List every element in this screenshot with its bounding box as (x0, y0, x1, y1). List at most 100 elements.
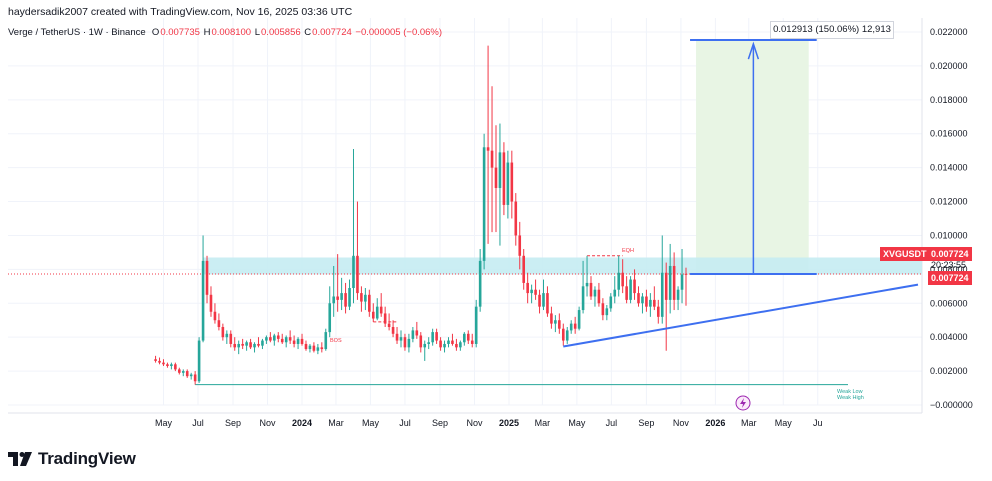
candle-body (668, 265, 672, 300)
candle-body (371, 311, 375, 319)
candle-body (213, 311, 217, 321)
ascending-trendline[interactable] (563, 283, 919, 348)
candle-body (589, 282, 593, 297)
open-value: 0.007735 (160, 27, 200, 38)
candle-body (447, 340, 450, 344)
candle-body (502, 152, 506, 205)
tradingview-wordmark: TradingView (38, 449, 136, 468)
candle-body (336, 296, 339, 300)
candle-body (653, 299, 656, 307)
y-tick-label: 0.004000 (930, 332, 968, 342)
x-tick-label: Mar (535, 418, 551, 428)
candle-body (530, 289, 533, 294)
y-tick-label: 0.012000 (930, 197, 968, 207)
candle-body (474, 306, 478, 344)
candle-body (280, 338, 284, 343)
candle-body (569, 323, 573, 331)
weak-high-label: Weak High (837, 395, 864, 401)
candle-body (296, 338, 300, 344)
candle-body (197, 340, 201, 382)
candle-body (466, 333, 470, 341)
x-tick-label: Sep (638, 418, 654, 428)
candle-body (470, 340, 474, 344)
y-tick-label: 0.008000 (930, 264, 968, 274)
candle-body (601, 303, 605, 316)
lightning-glyph (740, 398, 746, 408)
candle-body (641, 296, 644, 304)
candle-body (316, 347, 320, 351)
candle-body (526, 282, 529, 294)
candle-body (490, 150, 494, 168)
change-value: −0.000005 (−0.06%) (355, 27, 443, 38)
tradingview-logo-icon (8, 452, 32, 466)
x-tick-label: 2026 (705, 418, 725, 428)
y-tick-label: 0.018000 (930, 95, 968, 105)
candle-body (522, 255, 526, 283)
candle-body (276, 335, 280, 339)
candle-body (498, 152, 502, 188)
candle-body (565, 330, 569, 341)
measure-fill (696, 39, 809, 274)
candle-body (617, 272, 621, 290)
candle-body (486, 147, 490, 151)
x-tick-label: May (775, 418, 793, 428)
low-value: 0.005856 (261, 27, 301, 38)
candle-body (221, 327, 225, 338)
candle-body (684, 273, 688, 275)
candle-body (292, 340, 296, 344)
x-tick-label: 2024 (292, 418, 312, 428)
candle-body (494, 167, 498, 188)
candle-body (288, 337, 292, 341)
candle-body (672, 265, 676, 300)
candle-body (451, 340, 454, 344)
candle-body (506, 162, 510, 205)
candle-body (249, 342, 252, 348)
close-value: 0.007724 (312, 27, 352, 38)
candle-body (158, 360, 161, 363)
candle-body (482, 147, 486, 261)
candle-body (439, 340, 442, 348)
x-tick-label: Nov (260, 418, 277, 428)
x-tick-label: Ju (813, 418, 823, 428)
candle-body (273, 335, 276, 341)
bos-label: BOS (330, 338, 342, 344)
high-value: 0.008100 (211, 27, 252, 38)
measure-label[interactable]: 0.012913 (150.06%) 12,913 (770, 21, 894, 39)
candle-body (154, 359, 157, 361)
eqh-label: EQH (622, 248, 634, 254)
candle-body (423, 343, 427, 348)
candle-body (189, 374, 193, 377)
candle-body (387, 323, 391, 328)
candle-body (605, 308, 609, 316)
x-tick-label: Sep (225, 418, 241, 428)
x-tick-label: Mar (741, 418, 757, 428)
candle-body (284, 337, 288, 343)
weak-low-label: Weak Low (837, 389, 863, 395)
candle-body (269, 337, 272, 341)
candle-body (178, 369, 181, 373)
y-tick-label: 0.006000 (930, 298, 968, 308)
candle-body (510, 162, 514, 202)
candle-body (415, 330, 419, 336)
candle-body (261, 340, 264, 346)
candle-body (561, 328, 565, 341)
x-tick-label: Jul (399, 418, 411, 428)
x-tick-label: Jul (606, 418, 618, 428)
candle-body (538, 294, 541, 307)
candle-body (356, 255, 359, 294)
candle-body (419, 335, 423, 348)
candle-body (573, 323, 577, 329)
symbol-legend: Verge / TetherUS · 1W · Binance O0.00773… (8, 27, 443, 38)
candle-body (237, 343, 240, 348)
candle-body (181, 371, 185, 373)
candle-body (478, 260, 482, 307)
y-tick-label: 0.016000 (930, 129, 968, 139)
tradingview-logo[interactable]: TradingView (8, 447, 136, 471)
candle-body (542, 293, 545, 307)
candle-body (375, 306, 379, 319)
candle-body (455, 343, 458, 348)
candle-body (185, 371, 189, 377)
candle-body (253, 343, 256, 348)
y-tick-label: −0.000000 (930, 400, 973, 410)
